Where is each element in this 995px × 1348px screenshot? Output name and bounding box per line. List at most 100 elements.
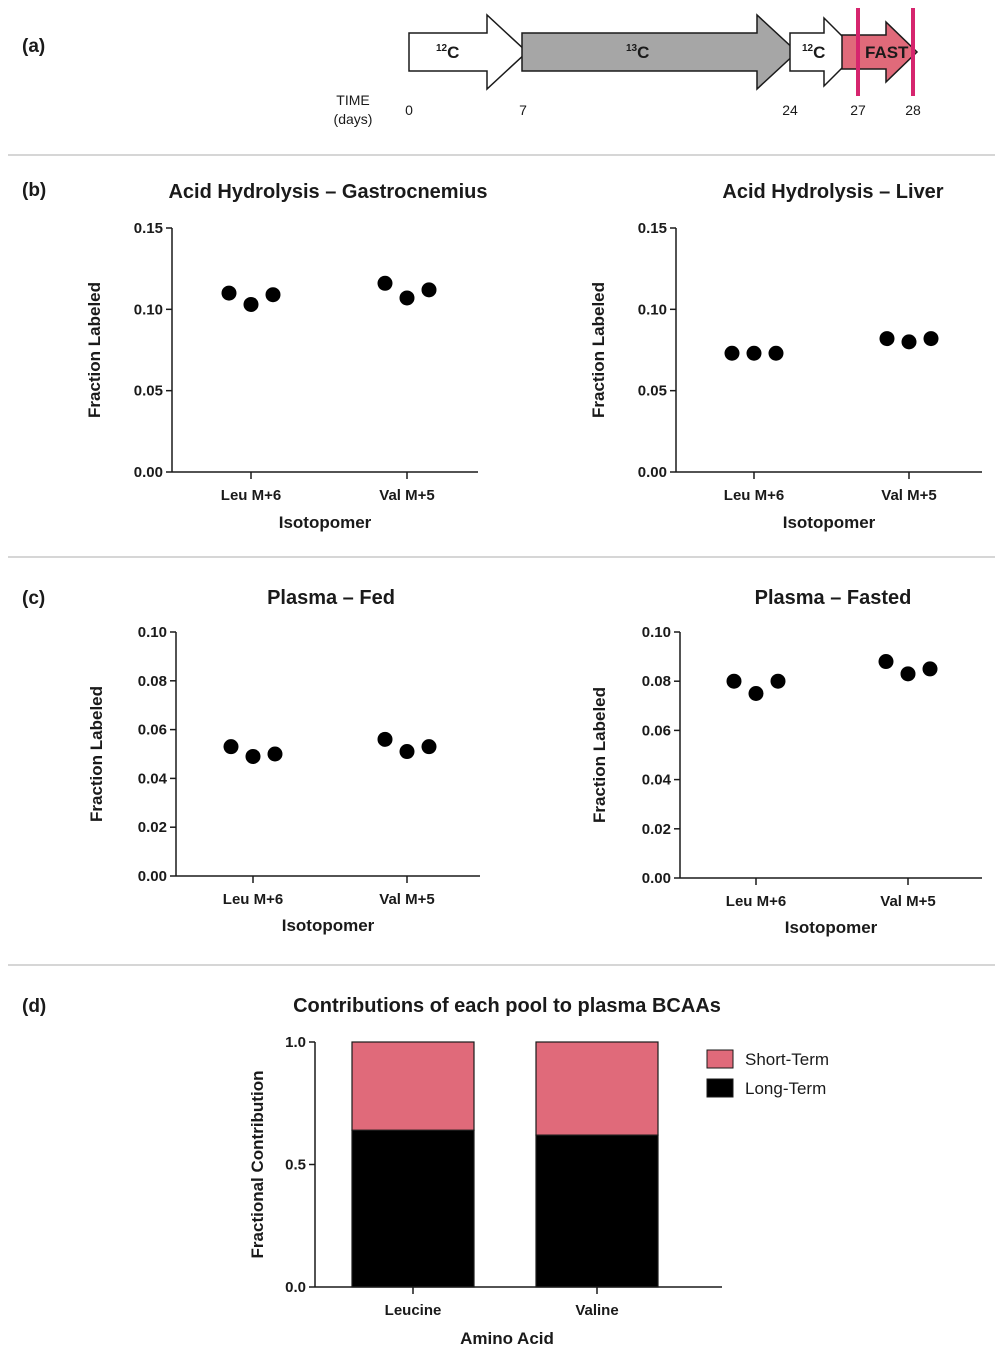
data-point-plasma-fasted: [770, 673, 786, 689]
y-tick-label-plasma-fed: 0.02: [138, 819, 167, 836]
data-point-plasma-fed: [223, 739, 239, 755]
y-tick-label-liver: 0.05: [638, 383, 667, 400]
data-point-gastrocnemius: [399, 290, 415, 306]
timeline-label-12c-second: 12C: [802, 43, 825, 62]
y-axis-label-bcaa: Fractional Contribution: [248, 1071, 267, 1259]
y-tick-label-bcaa: 0.0: [285, 1279, 306, 1296]
y-tick-label-plasma-fed: 0.08: [138, 673, 167, 690]
data-point-plasma-fed: [267, 746, 283, 762]
x-axis-label-gastrocnemius: Isotopomer: [279, 513, 372, 532]
x-axis-label-liver: Isotopomer: [783, 513, 876, 532]
panel-label-d: (d): [22, 996, 46, 1017]
chart-title-plasma-fasted: Plasma – Fasted: [755, 587, 912, 609]
legend-label-short-term: Short-Term: [745, 1050, 829, 1069]
y-tick-label-bcaa: 0.5: [285, 1157, 306, 1174]
panel-label-a: (a): [22, 36, 45, 57]
y-tick-label-plasma-fed: 0.10: [138, 624, 167, 641]
x-tick-label-gastrocnemius: Val M+5: [379, 487, 434, 504]
data-point-plasma-fasted: [878, 654, 894, 670]
bar-valine-short-term: [535, 1041, 659, 1136]
data-point-liver: [746, 345, 762, 361]
timeline-tick-24: 24: [782, 102, 798, 118]
y-tick-label-liver: 0.00: [638, 464, 667, 481]
chart-title-plasma-fed: Plasma – Fed: [267, 587, 395, 609]
timeline-time-label: TIME: [336, 92, 369, 108]
y-tick-label-gastrocnemius: 0.15: [134, 220, 163, 237]
x-tick-label-plasma-fasted: Val M+5: [880, 893, 935, 910]
data-point-gastrocnemius: [265, 287, 281, 303]
data-point-plasma-fasted: [900, 666, 916, 682]
timeline-arrow-12c-first: [408, 13, 529, 91]
x-axis-label-plasma-fed: Isotopomer: [282, 916, 375, 935]
data-point-liver: [724, 345, 740, 361]
legend-swatch-short-term: [706, 1049, 734, 1069]
timeline-label-12c-first: 12C: [436, 43, 459, 62]
y-axis-label-liver: Fraction Labeled: [589, 282, 608, 418]
y-tick-label-plasma-fasted: 0.04: [642, 772, 672, 789]
panel-label-b: (b): [22, 180, 46, 201]
legend-label-long-term: Long-Term: [745, 1079, 826, 1098]
x-tick-label-plasma-fasted: Leu M+6: [726, 893, 786, 910]
y-tick-label-plasma-fasted: 0.00: [642, 870, 671, 887]
data-point-liver: [923, 331, 939, 347]
data-point-plasma-fed: [421, 739, 437, 755]
y-tick-label-plasma-fed: 0.04: [138, 770, 168, 787]
x-tick-label-bcaa: Leucine: [385, 1302, 442, 1319]
timeline-arrow-fast: [841, 20, 919, 84]
data-point-liver: [901, 334, 917, 350]
timeline-label-fast: FAST: [865, 43, 909, 62]
chart-title-bcaa: Contributions of each pool to plasma BCA…: [293, 995, 721, 1017]
timeline-tick-7: 7: [519, 102, 527, 118]
data-point-plasma-fasted: [726, 673, 742, 689]
chart-title-gastrocnemius: Acid Hydrolysis – Gastrocnemius: [168, 181, 487, 203]
y-tick-label-gastrocnemius: 0.00: [134, 464, 163, 481]
data-point-plasma-fed: [399, 744, 415, 760]
data-point-plasma-fed: [377, 731, 393, 747]
timeline-tick-27: 27: [850, 102, 866, 118]
chart-title-liver: Acid Hydrolysis – Liver: [722, 181, 943, 203]
timeline-days-label: (days): [334, 111, 373, 127]
y-tick-label-plasma-fasted: 0.06: [642, 722, 671, 739]
data-point-liver: [879, 331, 895, 347]
bar-leucine-long-term: [351, 1129, 475, 1288]
data-point-plasma-fasted: [748, 686, 764, 701]
data-point-liver: [768, 345, 784, 361]
x-tick-label-liver: Val M+5: [881, 487, 936, 504]
timeline-tick-0: 0: [405, 102, 413, 118]
x-tick-label-gastrocnemius: Leu M+6: [221, 487, 281, 504]
bar-valine-long-term: [535, 1134, 659, 1288]
y-tick-label-plasma-fed: 0.06: [138, 722, 167, 739]
data-point-plasma-fasted: [922, 661, 938, 677]
x-tick-label-liver: Leu M+6: [724, 487, 784, 504]
data-point-gastrocnemius: [243, 296, 259, 312]
y-tick-label-bcaa: 1.0: [285, 1034, 306, 1051]
data-point-gastrocnemius: [221, 285, 237, 301]
y-axis-label-plasma-fed: Fraction Labeled: [87, 686, 106, 822]
legend-swatch-long-term: [706, 1078, 734, 1098]
y-tick-label-gastrocnemius: 0.05: [134, 383, 163, 400]
panel-label-c: (c): [22, 588, 45, 609]
timeline-arrow-12c-second: [789, 16, 860, 88]
y-axis-label-plasma-fasted: Fraction Labeled: [590, 687, 609, 823]
y-tick-label-plasma-fed: 0.00: [138, 868, 167, 885]
y-tick-label-liver: 0.10: [638, 301, 667, 318]
charts-group: Acid Hydrolysis – Gastrocnemius 0.00 0.05 0…: [85, 181, 982, 1348]
data-point-plasma-fed: [245, 748, 261, 764]
x-tick-label-plasma-fed: Leu M+6: [223, 891, 283, 908]
bar-leucine-short-term: [351, 1041, 475, 1131]
timeline-label-13c: 13C: [626, 43, 649, 62]
y-tick-label-plasma-fasted: 0.02: [642, 821, 671, 838]
x-tick-label-plasma-fed: Val M+5: [379, 891, 434, 908]
timeline-diagram: 12C 13C 12C FAST TIME (days) 0 7 24 27 2…: [334, 8, 921, 127]
data-point-gastrocnemius: [377, 275, 393, 291]
timeline-arrow-13c: [521, 13, 799, 91]
x-axis-label-plasma-fasted: Isotopomer: [785, 918, 878, 937]
x-tick-label-bcaa: Valine: [575, 1302, 618, 1319]
y-tick-label-plasma-fasted: 0.08: [642, 673, 671, 690]
x-axis-label-bcaa: Amino Acid: [460, 1329, 554, 1348]
y-axis-label-gastrocnemius: Fraction Labeled: [85, 282, 104, 418]
y-tick-label-plasma-fasted: 0.10: [642, 624, 671, 641]
y-tick-label-liver: 0.15: [638, 220, 667, 237]
data-point-gastrocnemius: [421, 282, 437, 298]
